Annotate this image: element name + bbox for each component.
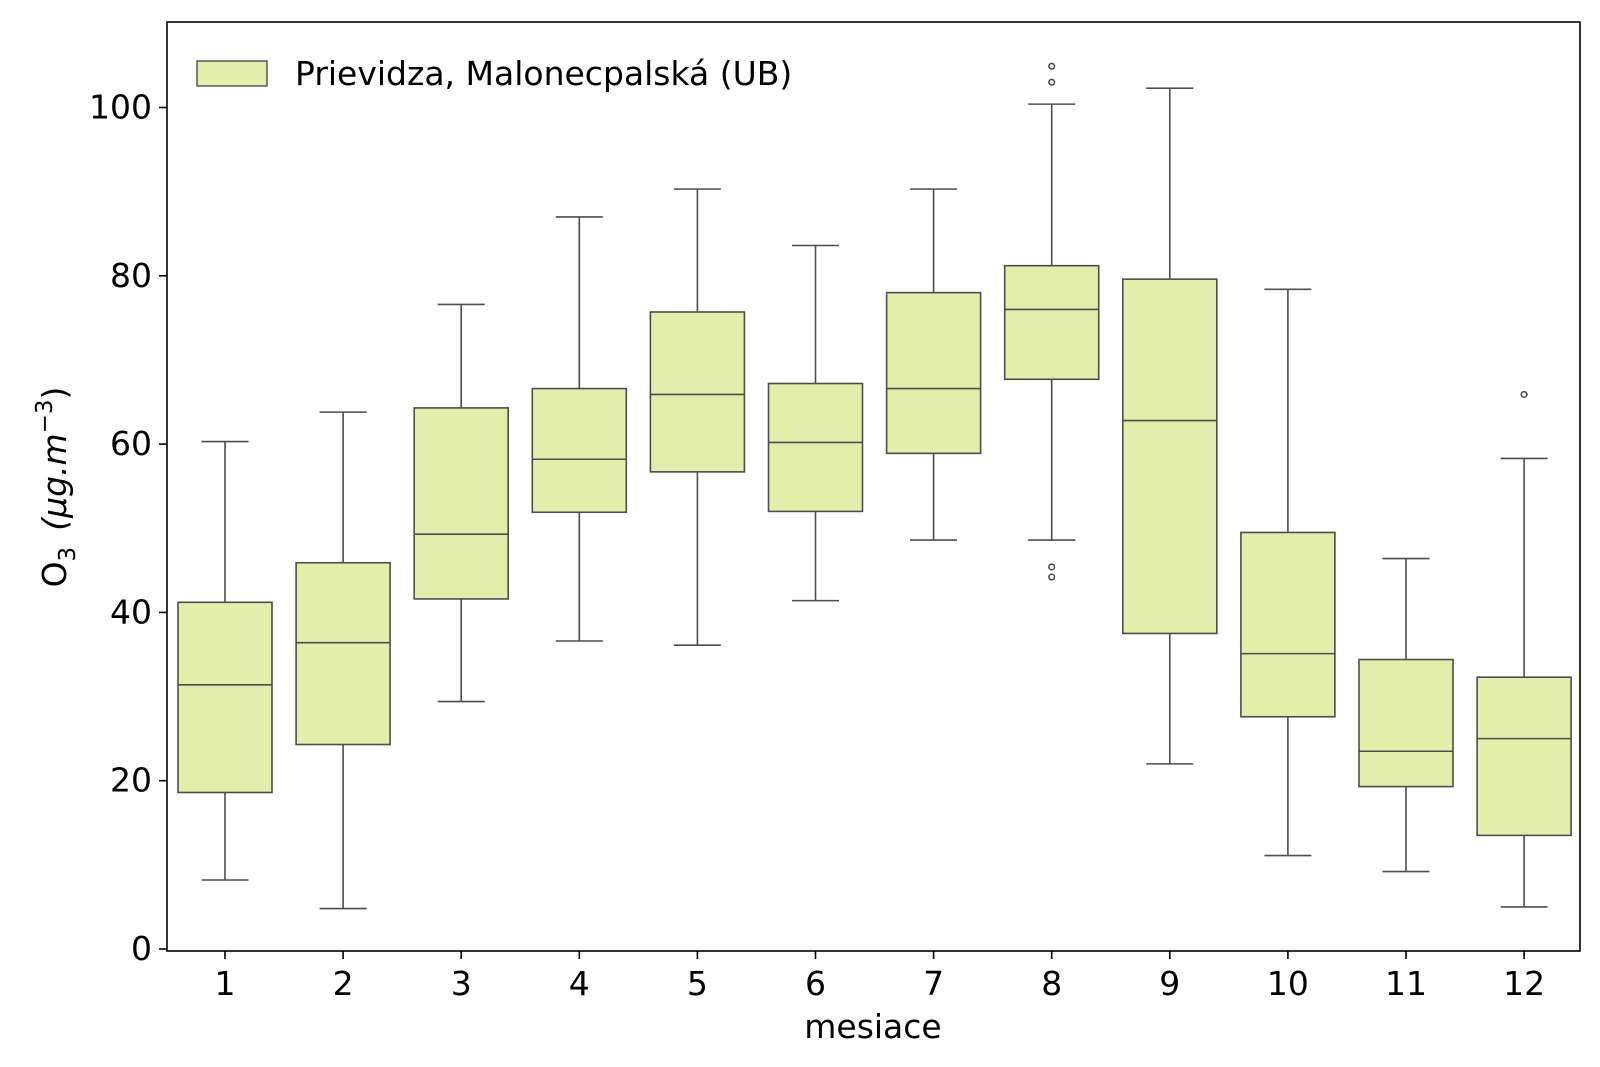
box-month-9 (1122, 87, 1218, 765)
box-iqr (1476, 676, 1572, 837)
box-month-1 (177, 440, 273, 881)
box-iqr (649, 311, 746, 473)
y-label-unit-exponent: −3 (32, 399, 58, 433)
outlier-point (1520, 390, 1528, 399)
y-axis-label: O3 (μg.m−3) (32, 387, 81, 588)
x-tick-label: 6 (805, 964, 826, 1003)
y-tick-label: 0 (131, 929, 152, 968)
box-month-6 (767, 244, 864, 602)
outlier-point (1048, 573, 1056, 581)
box-month-12 (1476, 390, 1572, 908)
x-tick-label: 3 (451, 964, 472, 1003)
box-iqr (1003, 264, 1100, 381)
y-label-unit: (μg.m (35, 433, 74, 530)
boxes-layer (177, 62, 1572, 910)
box-month-5 (649, 188, 746, 647)
x-axis: 1 2 3 4 5 6 7 8 9 10 11 12 (215, 951, 1545, 1003)
legend-label: Prievidza, Malonecpalská (UB) (295, 54, 792, 93)
y-axis: 0 20 40 60 80 100 (89, 88, 167, 968)
x-tick-label: 8 (1041, 964, 1062, 1003)
plot-area (166, 21, 1581, 952)
x-tick-label: 11 (1385, 964, 1427, 1003)
y-tick-label: 100 (89, 88, 152, 127)
y-tick-label: 80 (110, 256, 152, 295)
x-tick-label: 4 (569, 964, 590, 1003)
box-month-2 (295, 411, 391, 910)
box-iqr (885, 291, 982, 455)
y-tick-label: 40 (110, 592, 152, 631)
box-iqr (1240, 531, 1336, 718)
box-iqr (413, 407, 510, 600)
y-tick-label: 20 (110, 761, 152, 800)
legend-swatch (196, 60, 268, 87)
x-tick-label: 2 (333, 964, 354, 1003)
x-tick-label: 9 (1159, 964, 1180, 1003)
box-iqr (1122, 278, 1218, 635)
box-month-3 (413, 303, 510, 703)
y-label-subscript: 3 (55, 547, 81, 562)
legend: Prievidza, Malonecpalská (UB) (196, 54, 792, 93)
box-iqr (531, 387, 628, 514)
x-tick-label: 7 (923, 964, 944, 1003)
box-iqr (767, 382, 864, 513)
box-iqr (1358, 658, 1454, 788)
box-month-4 (531, 216, 628, 642)
x-tick-label: 12 (1503, 964, 1545, 1003)
y-label-symbol: O (35, 561, 74, 587)
x-tick-label: 1 (215, 964, 236, 1003)
x-tick-label: 10 (1267, 964, 1309, 1003)
box-iqr (295, 561, 391, 746)
box-month-10 (1240, 288, 1336, 857)
y-label-unit-close: ) (35, 387, 74, 400)
box-month-11 (1358, 557, 1454, 873)
outlier-point (1048, 78, 1056, 86)
box-month-8 (1003, 62, 1100, 581)
box-month-7 (885, 188, 982, 541)
x-tick-label: 5 (687, 964, 708, 1003)
box-iqr (177, 601, 273, 794)
outlier-point (1048, 62, 1056, 70)
x-axis-label: mesiace (804, 1007, 941, 1046)
y-tick-label: 60 (110, 424, 152, 463)
outlier-point (1048, 563, 1056, 571)
